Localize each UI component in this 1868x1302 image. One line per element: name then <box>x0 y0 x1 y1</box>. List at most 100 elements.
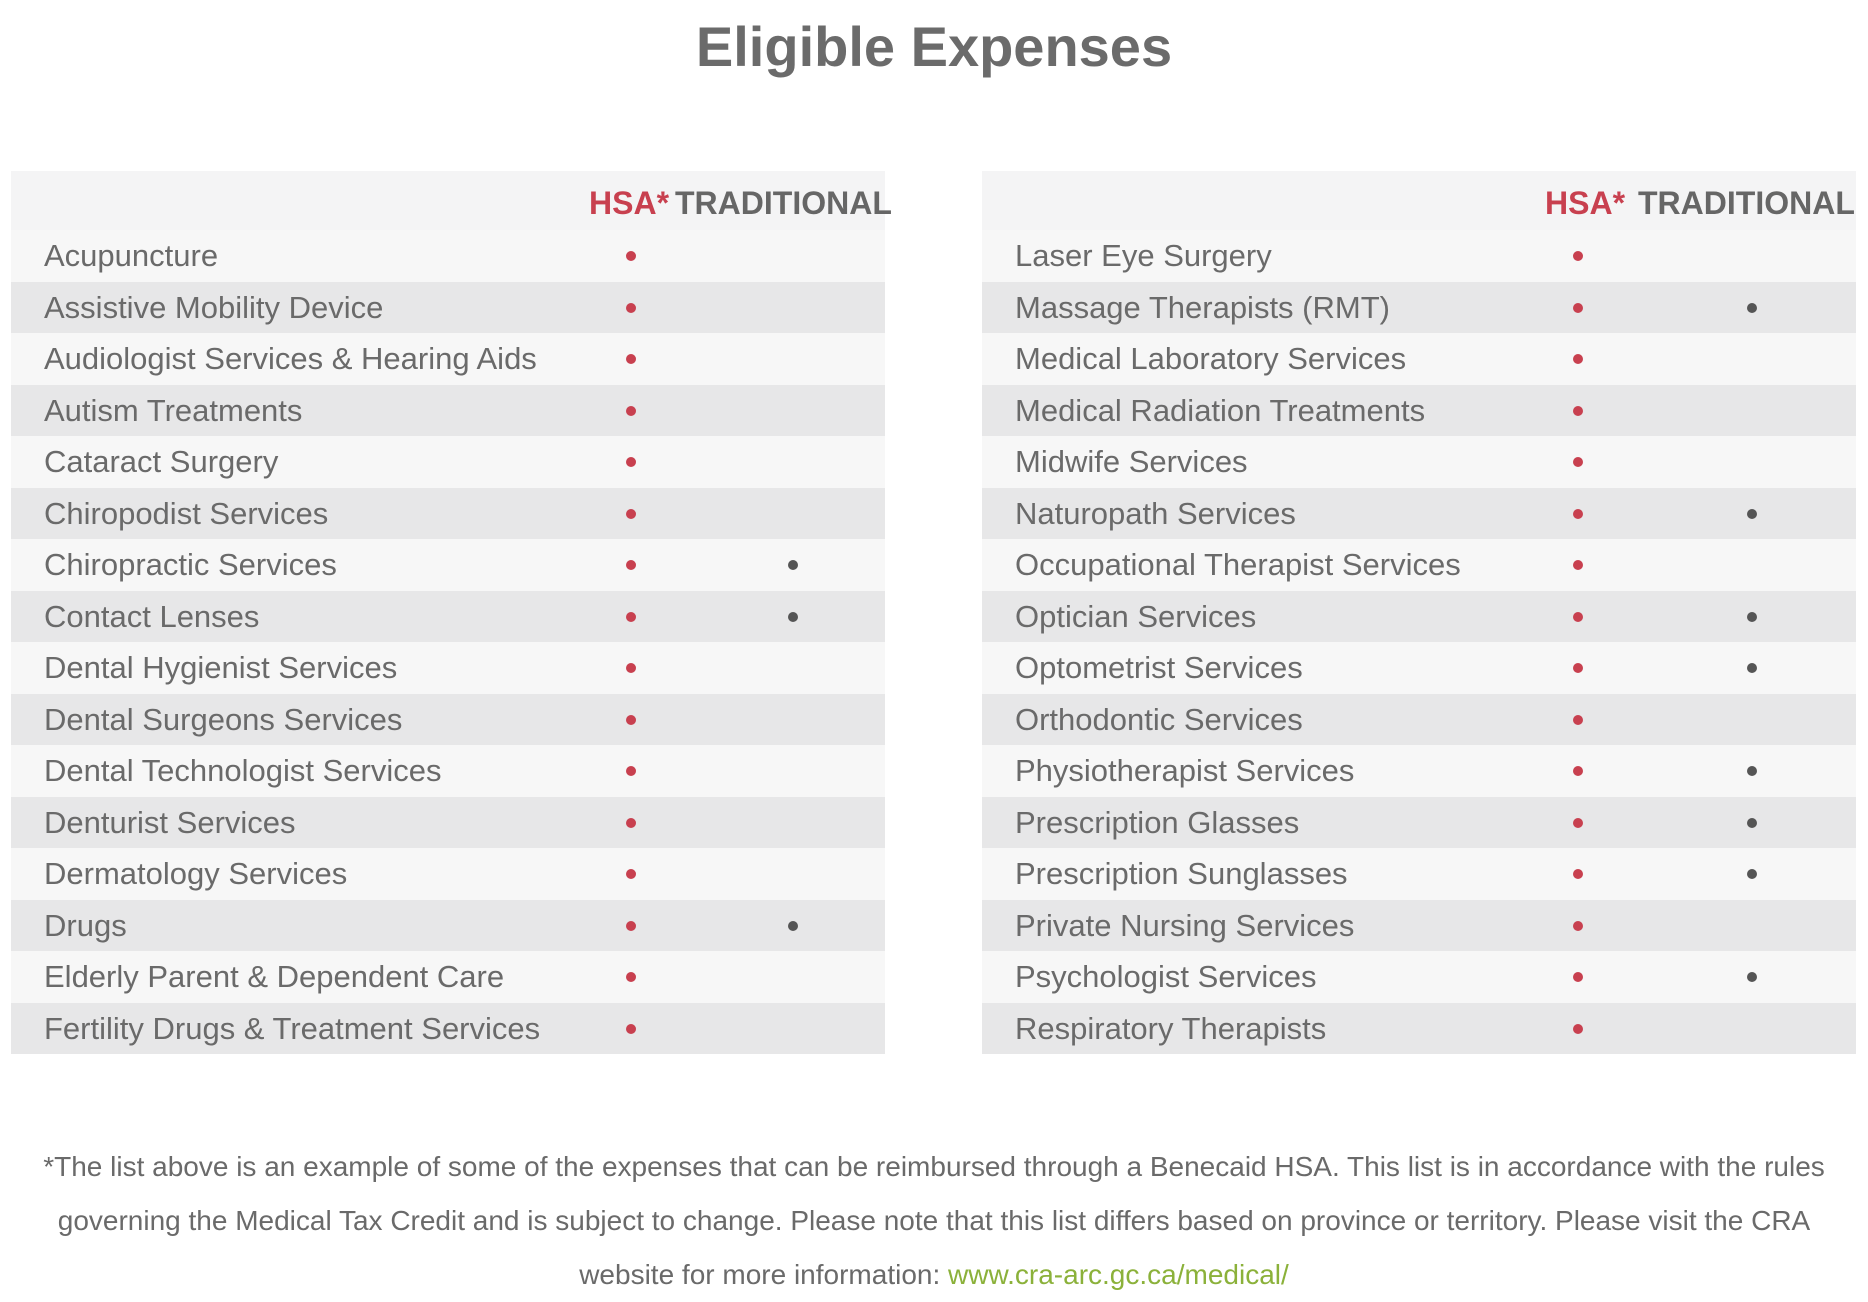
hsa-eligible-dot-icon <box>626 1023 636 1034</box>
table-header: HSA* TRADITIONAL <box>11 171 892 230</box>
traditional-eligible-dot-icon <box>1747 817 1757 828</box>
table-row: Medical Radiation Treatments <box>982 384 1856 436</box>
expense-label: Dermatology Services <box>44 856 348 891</box>
expense-label: Laser Eye Surgery <box>1015 238 1272 273</box>
page-title: Eligible Expenses <box>695 15 1173 78</box>
table-row: Fertility Drugs & Treatment Services <box>11 1002 885 1054</box>
expense-label: Massage Therapists (RMT) <box>1015 289 1390 325</box>
table-row: Orthodontic Services <box>982 693 1856 745</box>
hsa-eligible-dot-icon <box>1573 869 1583 879</box>
table-row: Contact Lenses <box>11 590 885 642</box>
hsa-eligible-dot-icon <box>1573 508 1583 519</box>
hsa-eligible-dot-icon <box>1573 251 1583 261</box>
table-row: Acupuncture <box>11 230 885 282</box>
table-row: Chiropodist Services <box>11 487 885 539</box>
expense-label: Assistive Mobility Device <box>44 289 384 325</box>
expense-label: Respiratory Therapists <box>1015 1010 1327 1046</box>
table-row: Elderly Parent & Dependent Care <box>11 951 885 1003</box>
hsa-eligible-dot-icon <box>626 508 636 519</box>
traditional-eligible-dot-icon <box>1747 508 1757 519</box>
table-row: Cataract Surgery <box>11 436 885 488</box>
hsa-eligible-dot-icon <box>1573 560 1583 570</box>
table-row: Psychologist Services <box>982 951 1856 1003</box>
column-header-hsa: HSA* <box>1545 185 1626 221</box>
expense-label: Fertility Drugs & Treatment Services <box>44 1010 541 1046</box>
expense-label: Dental Hygienist Services <box>44 650 398 685</box>
table-row: Autism Treatments <box>11 384 885 436</box>
hsa-eligible-dot-icon <box>626 972 636 982</box>
expense-label: Autism Treatments <box>44 392 303 428</box>
expense-label: Acupuncture <box>44 238 219 273</box>
hsa-eligible-dot-icon <box>1573 972 1583 982</box>
table-row: Private Nursing Services <box>982 899 1856 951</box>
table-row: Respiratory Therapists <box>982 1002 1856 1054</box>
expense-label: Medical Radiation Treatments <box>1015 392 1426 428</box>
table-row: Massage Therapists (RMT) <box>982 281 1856 333</box>
traditional-eligible-dot-icon <box>1747 663 1757 673</box>
traditional-eligible-dot-icon <box>1747 611 1757 622</box>
expense-label: Midwife Services <box>1015 444 1248 479</box>
traditional-eligible-dot-icon <box>788 920 798 931</box>
hsa-eligible-dot-icon <box>1573 457 1583 467</box>
expenses-table-right: HSA* TRADITIONAL Laser Eye Surgery Massag… <box>982 171 1856 1054</box>
expense-label: Dental Technologist Services <box>44 753 442 788</box>
hsa-eligible-dot-icon <box>1573 766 1583 776</box>
hsa-eligible-dot-icon <box>626 869 636 879</box>
expense-label: Optometrist Services <box>1015 650 1303 685</box>
table-body: Acupuncture Assistive Mobility Device Audi… <box>11 230 885 1054</box>
traditional-eligible-dot-icon <box>1747 302 1757 313</box>
table-row: Dental Surgeons Services <box>11 693 885 745</box>
hsa-eligible-dot-icon <box>626 766 636 776</box>
traditional-eligible-dot-icon <box>1747 869 1757 879</box>
hsa-eligible-dot-icon <box>626 457 636 467</box>
table-header: HSA* TRADITIONAL <box>982 171 1856 230</box>
hsa-eligible-dot-icon <box>626 251 636 261</box>
table-row: Dermatology Services <box>11 848 885 900</box>
cra-website-link[interactable]: www.cra-arc.gc.ca/medical/ <box>948 1259 1289 1290</box>
expense-label: Dental Surgeons Services <box>44 701 403 737</box>
hsa-eligible-dot-icon <box>1573 920 1583 931</box>
table-row: Naturopath Services <box>982 487 1856 539</box>
footnote-line-1: *The list above is an example of some of… <box>43 1151 1825 1182</box>
table-row: Denturist Services <box>11 796 885 848</box>
expense-label: Occupational Therapist Services <box>1015 547 1461 582</box>
expenses-table-left: HSA* TRADITIONAL Acupuncture Assistive Mo… <box>11 171 892 1054</box>
hsa-eligible-dot-icon <box>1573 405 1583 416</box>
expense-label: Audiologist Services & Hearing Aids <box>44 341 537 376</box>
hsa-eligible-dot-icon <box>626 405 636 416</box>
table-row: Medical Laboratory Services <box>982 333 1856 385</box>
table-row: Optician Services <box>982 590 1856 642</box>
expense-label: Drugs <box>44 907 127 943</box>
hsa-eligible-dot-icon <box>1573 817 1583 828</box>
table-body: Laser Eye Surgery Massage Therapists (RMT… <box>982 230 1856 1054</box>
table-row: Drugs <box>11 899 885 951</box>
table-row: Prescription Sunglasses <box>982 848 1856 900</box>
hsa-eligible-dot-icon <box>626 611 636 622</box>
column-header-traditional: TRADITIONAL <box>675 185 892 221</box>
hsa-eligible-dot-icon <box>626 714 636 725</box>
hsa-eligible-dot-icon <box>626 354 636 364</box>
expense-label: Medical Laboratory Services <box>1015 341 1407 376</box>
table-row: Midwife Services <box>982 436 1856 488</box>
expense-label: Private Nursing Services <box>1015 907 1355 943</box>
table-row: Optometrist Services <box>982 642 1856 694</box>
footnote-line-3: website for more information: www.cra-ar… <box>0 1248 1868 1302</box>
table-row: Prescription Glasses <box>982 796 1856 848</box>
hsa-eligible-dot-icon <box>1573 302 1583 313</box>
table-row: Dental Hygienist Services <box>11 642 885 694</box>
expense-label: Orthodontic Services <box>1015 701 1303 737</box>
table-row: Physiotherapist Services <box>982 745 1856 797</box>
table-row: Dental Technologist Services <box>11 745 885 797</box>
traditional-eligible-dot-icon <box>788 560 798 570</box>
hsa-eligible-dot-icon <box>626 920 636 931</box>
table-row: Chiropractic Services <box>11 539 885 591</box>
expense-label: Contact Lenses <box>44 598 260 634</box>
expense-label: Naturopath Services <box>1015 495 1296 531</box>
expense-label: Prescription Glasses <box>1015 804 1300 840</box>
footnote: *The list above is an example of some of… <box>0 1140 1868 1302</box>
hsa-eligible-dot-icon <box>626 560 636 570</box>
hsa-eligible-dot-icon <box>1573 1023 1583 1034</box>
hsa-eligible-dot-icon <box>626 817 636 828</box>
hsa-eligible-dot-icon <box>1573 663 1583 673</box>
footnote-line-2: governing the Medical Tax Credit and is … <box>57 1205 1811 1236</box>
